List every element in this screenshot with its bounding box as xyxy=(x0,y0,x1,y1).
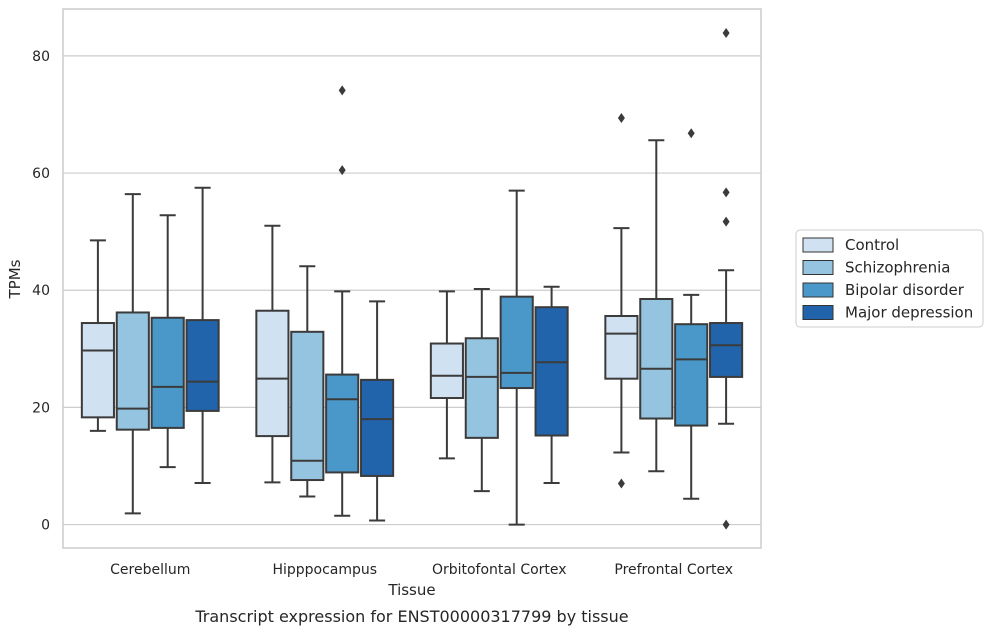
iqr-box xyxy=(290,330,325,482)
legend-swatch xyxy=(802,305,834,320)
legend-swatch xyxy=(802,237,834,253)
x-tick-label: Orbitofontal Cortex xyxy=(432,562,567,578)
box-1-1 xyxy=(290,265,325,498)
iqr-box xyxy=(674,323,709,427)
x-axis-ticks: Cerebellum Hipppocampus Orbitofontal Corte… xyxy=(110,562,733,578)
iqr-box xyxy=(709,322,744,378)
box-1-2 xyxy=(464,288,499,493)
iqr-box xyxy=(255,309,290,438)
chart-caption: Transcript expression for ENST0000031779… xyxy=(194,607,628,626)
legend: Control Schizophrenia Bipolar disorder Majo… xyxy=(795,229,984,328)
iqr-box xyxy=(360,378,395,477)
iqr-box xyxy=(325,373,360,474)
iqr-box xyxy=(604,314,639,380)
legend-label: Schizophrenia xyxy=(845,259,950,277)
x-tick-label: Prefrontal Cortex xyxy=(614,562,733,578)
x-tick-label: Cerebellum xyxy=(110,562,190,578)
y-axis-label: TPMs xyxy=(6,259,24,299)
y-axis-ticks: 0 20 40 60 80 xyxy=(32,49,50,534)
outlier-point xyxy=(338,165,346,176)
box-0-0 xyxy=(80,239,115,432)
box-3-2 xyxy=(534,285,569,484)
iqr-box xyxy=(115,311,150,431)
box-3-0 xyxy=(185,186,220,484)
x-axis-label: Tissue xyxy=(387,581,435,599)
outlier-point xyxy=(722,216,730,227)
iqr-box xyxy=(429,342,464,400)
x-tick-label: Hipppocampus xyxy=(272,562,377,578)
y-tick-label: 40 xyxy=(32,283,50,299)
iqr-box xyxy=(185,319,220,412)
legend-label: Major depression xyxy=(845,304,973,322)
iqr-box xyxy=(499,295,534,390)
box-2-0 xyxy=(150,214,185,469)
box-0-1 xyxy=(255,224,290,484)
box-1-3 xyxy=(639,139,674,473)
iqr-box xyxy=(150,316,185,429)
legend-label: Control xyxy=(845,236,899,254)
plot-frame xyxy=(62,8,762,549)
legend-swatch xyxy=(802,282,834,298)
outlier-point xyxy=(617,112,625,123)
outlier-point xyxy=(722,519,730,530)
y-tick-label: 20 xyxy=(32,400,50,416)
iqr-box xyxy=(464,337,499,439)
iqr-box xyxy=(534,306,569,437)
box-2-2 xyxy=(499,189,534,526)
outlier-point xyxy=(722,187,730,198)
legend-frame xyxy=(795,229,984,328)
box-1-0 xyxy=(115,193,150,515)
outlier-point xyxy=(687,128,695,139)
box-3-1 xyxy=(360,300,395,522)
iqr-box xyxy=(639,298,674,420)
box-2-1 xyxy=(325,85,360,517)
legend-label: Bipolar disorder xyxy=(845,281,965,299)
box-0-2 xyxy=(429,290,464,460)
iqr-box xyxy=(80,322,115,419)
y-tick-label: 0 xyxy=(41,518,50,534)
y-tick-label: 60 xyxy=(32,166,50,182)
box-series xyxy=(80,28,744,530)
outlier-point xyxy=(722,28,730,39)
outlier-point xyxy=(338,85,346,96)
box-0-3 xyxy=(604,112,639,489)
box-3-3 xyxy=(709,28,744,530)
outlier-point xyxy=(617,478,625,489)
box-2-3 xyxy=(674,128,709,500)
y-tick-label: 80 xyxy=(32,49,50,65)
legend-swatch xyxy=(802,260,834,275)
